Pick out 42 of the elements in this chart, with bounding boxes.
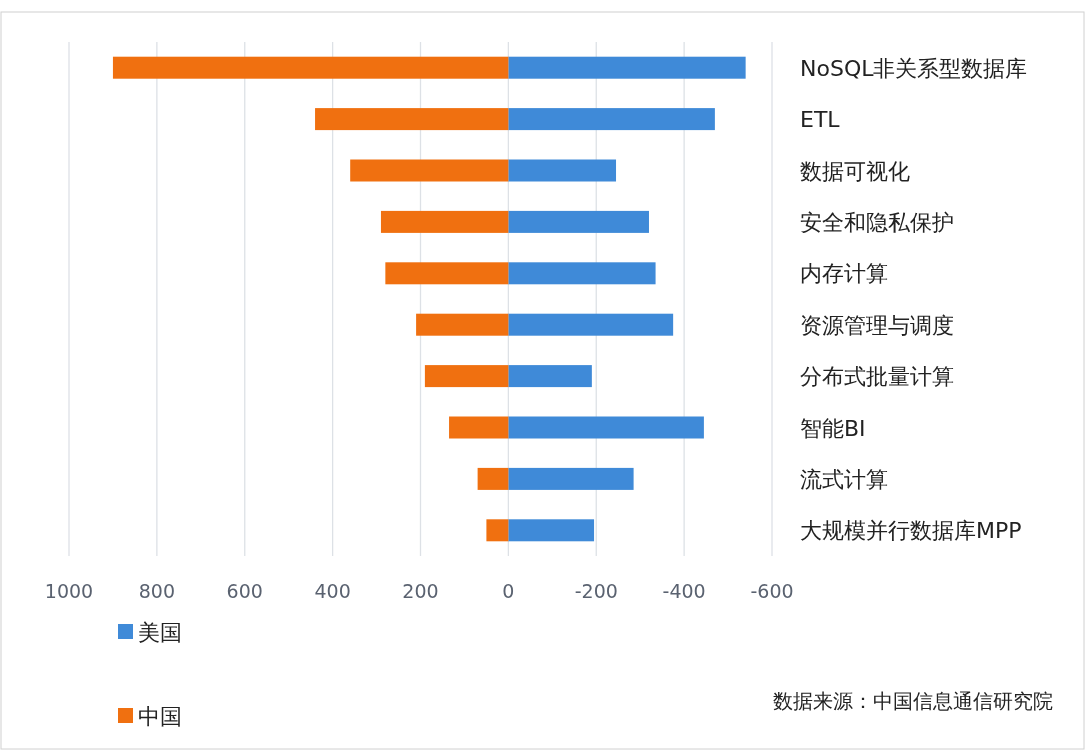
bar (112, 56, 509, 79)
bar (380, 210, 509, 233)
bar (477, 467, 509, 490)
bar (508, 313, 674, 336)
bar (508, 519, 595, 542)
source-note: 数据来源：中国信息通信研究院 (773, 689, 1053, 713)
legend-label: 中国 (138, 704, 182, 729)
y-tick-label: 流式计算 (800, 466, 888, 492)
bar (315, 108, 509, 131)
bar (508, 467, 634, 490)
x-tick-label: -200 (574, 580, 618, 602)
bar (424, 365, 509, 388)
x-tick-label: -600 (750, 580, 794, 602)
y-tick-label: 资源管理与调度 (800, 312, 954, 338)
bar (508, 262, 656, 285)
y-tick-label: ETL (800, 107, 841, 133)
bar (486, 519, 509, 542)
bar (508, 210, 649, 233)
x-tick-label: 200 (402, 580, 439, 602)
legend-label: 美国 (138, 620, 182, 645)
x-tick-label: 800 (138, 580, 176, 602)
bar (508, 56, 746, 79)
y-tick-label: 分布式批量计算 (800, 364, 954, 390)
y-tick-label: 数据可视化 (800, 158, 910, 184)
y-tick-label: 安全和隐私保护 (800, 209, 954, 235)
bar (508, 416, 704, 439)
bar (508, 108, 715, 131)
x-tick-label: 1000 (44, 580, 94, 602)
x-tick-label: 0 (502, 580, 515, 602)
y-tick-label: 智能BI (800, 415, 866, 441)
x-tick-label: -400 (662, 580, 706, 602)
bar (449, 416, 509, 439)
bar (350, 159, 509, 182)
y-tick-label: 内存计算 (800, 261, 888, 287)
bar (385, 262, 509, 285)
x-tick-label: 400 (314, 580, 351, 602)
bar (508, 159, 617, 182)
bar (416, 313, 509, 336)
x-tick-label: 600 (226, 580, 263, 602)
y-tick-label: NoSQL非关系型数据库 (800, 55, 1028, 81)
y-tick-label: 大规模并行数据库MPP (800, 518, 1022, 544)
bar (508, 365, 592, 388)
